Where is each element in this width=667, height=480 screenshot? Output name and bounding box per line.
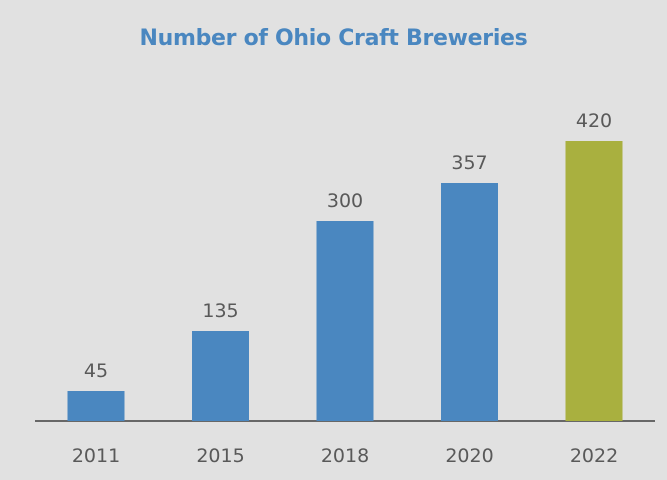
data-label-2015: 135 [202,300,238,322]
x-tick-label-2018: 2018 [321,445,369,467]
data-label-2022: 420 [576,110,612,132]
x-tick-label-2015: 2015 [196,445,244,467]
data-label-2018: 300 [327,190,363,212]
bar-2022 [565,141,623,421]
chart-title: Number of Ohio Craft Breweries [139,26,528,51]
bar-2018 [316,221,374,421]
data-label-2020: 357 [451,152,487,174]
x-tick-label-2022: 2022 [570,445,618,467]
x-tick-label-2011: 2011 [72,445,120,467]
data-label-2011: 45 [84,360,108,382]
bar-2011 [67,391,125,421]
x-tick-label-2020: 2020 [445,445,493,467]
bar-2015 [192,331,249,421]
bar-2020 [441,183,498,421]
